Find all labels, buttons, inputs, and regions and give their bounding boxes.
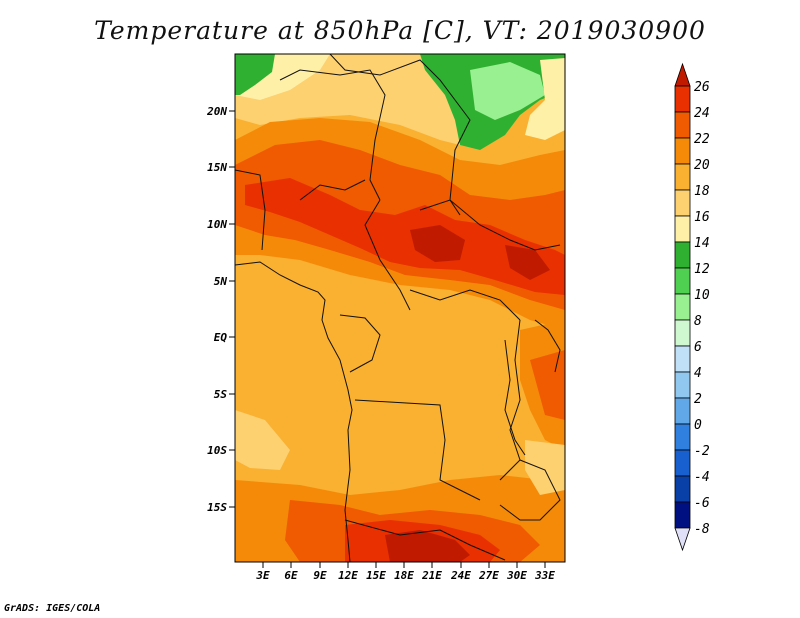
field-band-8-10-ne bbox=[470, 62, 545, 120]
plot-title: Temperature at 850hPa [C], VT: 201903090… bbox=[94, 16, 706, 45]
colorbar-label: 12 bbox=[694, 262, 710, 277]
field-band-18-20-angola bbox=[350, 405, 480, 490]
colorbar-label: 20 bbox=[694, 158, 710, 173]
field-band-26-plus-south bbox=[385, 530, 470, 562]
lat-label: 10N bbox=[207, 218, 227, 231]
lon-axis: 3E 6E 9E 12E 15E 18E 21E 24E 27E 30E 33E bbox=[255, 562, 555, 582]
border-gabon bbox=[339, 314, 381, 373]
lat-label: 15N bbox=[207, 161, 227, 174]
colorbar-segment bbox=[674, 163, 691, 191]
colorbar-label: 4 bbox=[694, 366, 702, 381]
colorbar-segment bbox=[674, 111, 691, 139]
field-band-26-plus-central bbox=[410, 225, 465, 262]
colorbar-segment bbox=[674, 475, 691, 503]
colorbar-segment bbox=[674, 267, 691, 295]
field-band-14-16-ne bbox=[525, 58, 565, 140]
colorbar-label: -4 bbox=[694, 470, 710, 485]
border-zambia bbox=[499, 459, 561, 521]
border-angola bbox=[354, 399, 481, 501]
border-kenya-uganda bbox=[534, 319, 561, 373]
colorbar-segment bbox=[674, 319, 691, 347]
colorbar-label: 2 bbox=[694, 392, 702, 407]
colorbar-label: 24 bbox=[694, 106, 710, 121]
border-niger-chad bbox=[279, 69, 386, 201]
colorbar-segment bbox=[674, 371, 691, 399]
lat-label: 5N bbox=[214, 275, 228, 288]
colorbar-label: 8 bbox=[694, 314, 702, 329]
border-drc-east bbox=[499, 319, 521, 481]
colorbar-segment bbox=[674, 85, 691, 113]
lon-label: 27E bbox=[478, 569, 499, 582]
map-frame bbox=[234, 53, 566, 563]
field-band-16-18-se bbox=[525, 440, 565, 495]
colorbar-segment bbox=[674, 501, 691, 529]
colorbar-label: 26 bbox=[694, 80, 710, 95]
colorbar-label: 16 bbox=[694, 210, 710, 225]
lon-label: 12E bbox=[338, 569, 358, 582]
field-band-16-18-sw bbox=[235, 410, 290, 470]
lat-label: 10S bbox=[207, 444, 227, 457]
colorbar-segment bbox=[674, 189, 691, 217]
lat-axis: 20N 15N 10N 5N EQ 5S 10S 15S bbox=[206, 105, 235, 514]
colorbar-segment bbox=[674, 293, 691, 321]
colorbar-segment bbox=[674, 241, 691, 269]
lon-label: 24E bbox=[450, 569, 471, 582]
field-band-24-26 bbox=[245, 178, 565, 295]
lake-tanganyika bbox=[504, 339, 526, 456]
colorbar-segment bbox=[674, 397, 691, 425]
colorbar-label: 6 bbox=[694, 340, 702, 355]
field-band-12-14-nw bbox=[235, 54, 275, 95]
lon-label: 3E bbox=[255, 569, 270, 582]
colorbar-label: -6 bbox=[694, 496, 710, 511]
colorbar-segment bbox=[674, 345, 691, 373]
lon-label: 21E bbox=[421, 569, 442, 582]
border-nigeria-west bbox=[235, 169, 266, 251]
colorbar-segment bbox=[674, 137, 691, 165]
colorbar-bottom-arrow bbox=[674, 527, 691, 552]
lon-label: 33E bbox=[534, 569, 555, 582]
border-car-drc bbox=[409, 289, 521, 321]
lon-label: 30E bbox=[506, 569, 527, 582]
lon-label: 9E bbox=[313, 569, 327, 582]
border-nigeria-north bbox=[299, 179, 366, 201]
field-band-26-plus-east bbox=[505, 245, 550, 280]
lat-label: 20N bbox=[206, 105, 227, 118]
colorbar-segment bbox=[674, 423, 691, 451]
colorbar-label: -2 bbox=[694, 444, 710, 459]
colorbar-label: -8 bbox=[694, 522, 710, 537]
colorbar-label: 22 bbox=[694, 132, 710, 147]
lon-label: 18E bbox=[394, 569, 414, 582]
colorbar-label: 10 bbox=[694, 288, 710, 303]
west-coastline bbox=[235, 261, 353, 562]
lat-label: 15S bbox=[207, 501, 227, 514]
software-credit: GrADS: IGES/COLA bbox=[4, 603, 101, 614]
border-chad-sudan bbox=[329, 54, 471, 216]
border-namibia-botswana bbox=[344, 519, 506, 561]
lon-label: 6E bbox=[284, 569, 298, 582]
lon-label: 15E bbox=[366, 569, 386, 582]
colorbar-segment bbox=[674, 449, 691, 477]
colorbar-label: 14 bbox=[694, 236, 710, 251]
colorbar-label: 18 bbox=[694, 184, 710, 199]
border-cameroon bbox=[364, 199, 411, 311]
colorbar-segment bbox=[674, 215, 691, 243]
colorbar-top-arrow bbox=[674, 62, 691, 87]
country-borders bbox=[235, 54, 561, 562]
lat-label: EQ bbox=[214, 331, 228, 344]
temperature-field bbox=[235, 54, 565, 562]
border-car-ssudan bbox=[419, 199, 561, 251]
colorbar-label: 0 bbox=[694, 418, 702, 433]
lat-label: 5S bbox=[214, 388, 228, 401]
